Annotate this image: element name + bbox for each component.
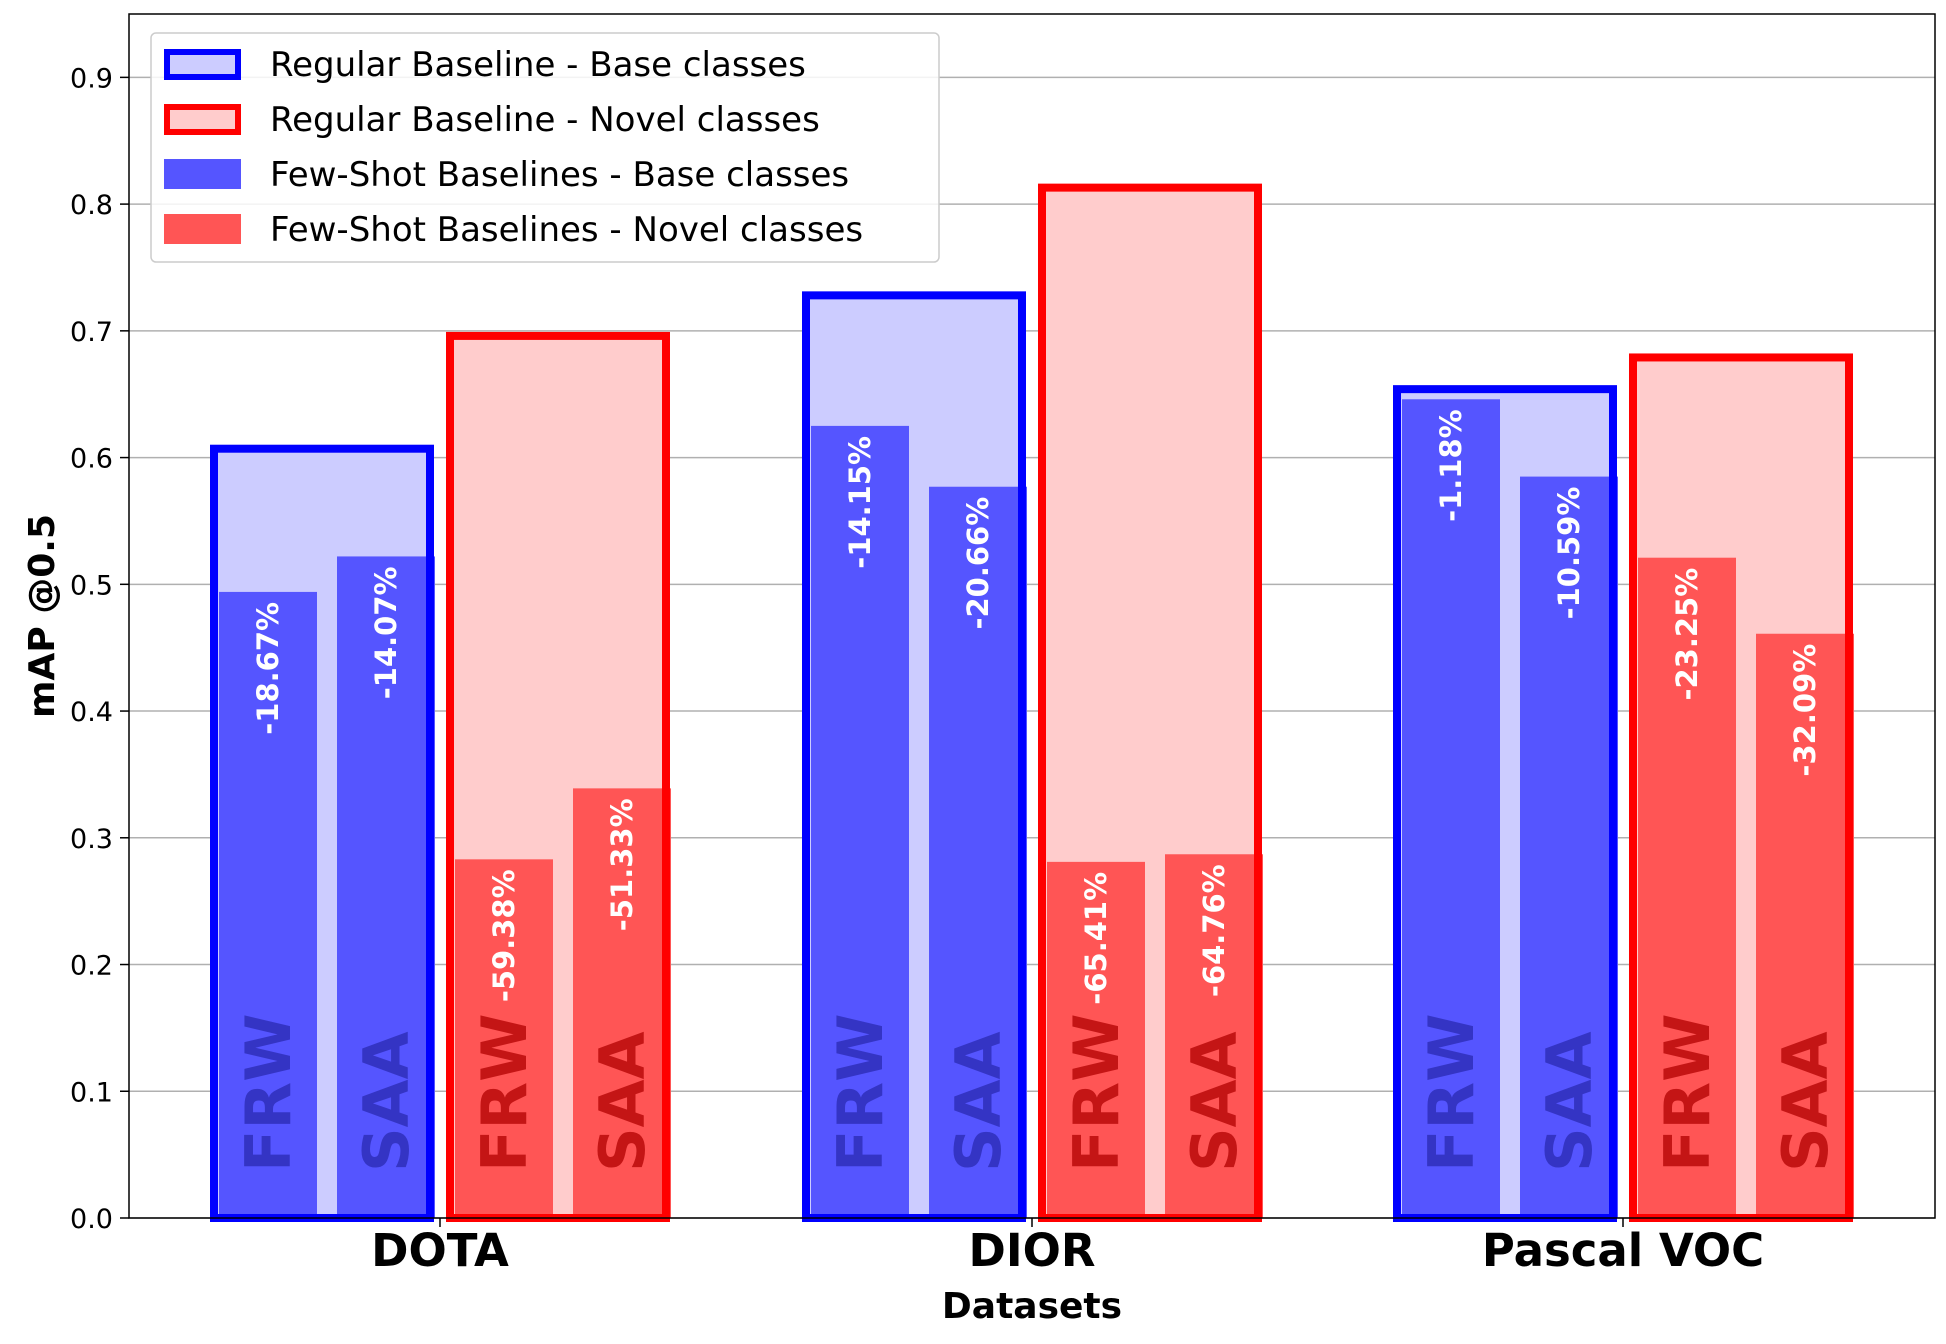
legend-label: Few-Shot Baselines - Base classes	[270, 155, 849, 195]
legend-label: Regular Baseline - Novel classes	[270, 100, 820, 140]
x-axis-title: Datasets	[942, 1286, 1122, 1327]
fewshot-novel-bar	[1638, 557, 1736, 1218]
method-label: SAA	[350, 1031, 423, 1172]
legend-swatch	[164, 159, 241, 189]
percent-change-label: -18.67%	[251, 602, 285, 735]
legend-swatch	[164, 49, 241, 80]
method-label: SAA	[586, 1031, 659, 1172]
fewshot-base-bar	[337, 556, 435, 1218]
percent-change-label: -1.18%	[1434, 409, 1468, 522]
legend-label: Few-Shot Baselines - Novel classes	[270, 210, 863, 250]
y-tick-label: 0.5	[70, 570, 113, 601]
y-tick-label: 0.2	[70, 951, 113, 982]
fewshot-novel-bar	[573, 788, 671, 1218]
fewshot-novel-bar	[1165, 854, 1263, 1218]
percent-change-label: -59.38%	[487, 869, 521, 1002]
method-label: FRW	[1060, 1014, 1133, 1172]
x-category-label: DIOR	[968, 1224, 1095, 1277]
legend: Regular Baseline - Base classes Regular B…	[150, 32, 940, 263]
percent-change-label: -32.09%	[1788, 644, 1822, 777]
method-label: SAA	[1178, 1031, 1251, 1172]
method-label: FRW	[1651, 1014, 1724, 1172]
bars	[210, 183, 1854, 1223]
y-tick-label: 0.4	[70, 697, 113, 728]
percent-change-label: -14.07%	[369, 566, 403, 699]
fewshot-base-bar	[219, 591, 317, 1218]
method-label: FRW	[824, 1014, 897, 1172]
fewshot-novel-bar	[1756, 633, 1854, 1218]
y-axis-title: mAP @0.5	[22, 514, 63, 718]
legend-swatch	[164, 104, 241, 135]
y-tick-label: 0.6	[70, 444, 113, 475]
fewshot-base-bar	[1402, 399, 1500, 1218]
legend-label: Regular Baseline - Base classes	[270, 45, 806, 85]
percent-change-label: -64.76%	[1197, 864, 1231, 997]
y-tick-label: 0.1	[70, 1077, 113, 1108]
fewshot-base-bar	[1520, 476, 1618, 1218]
fewshot-base-bar	[811, 425, 909, 1218]
method-label: SAA	[1769, 1031, 1842, 1172]
legend-box	[150, 32, 940, 263]
method-label: FRW	[232, 1014, 305, 1172]
method-label: SAA	[942, 1031, 1015, 1172]
x-category-label: DOTA	[371, 1224, 509, 1277]
method-label: FRW	[1415, 1014, 1488, 1172]
percent-change-label: -23.25%	[1670, 568, 1704, 701]
y-tick-label: 0.0	[70, 1204, 113, 1235]
legend-swatch	[164, 214, 241, 244]
percent-change-label: -20.66%	[961, 497, 995, 630]
y-tick-label: 0.7	[70, 317, 113, 348]
percent-change-label: -10.59%	[1552, 487, 1586, 620]
method-label: SAA	[1533, 1031, 1606, 1172]
fewshot-novel-bar	[1047, 861, 1145, 1218]
fewshot-novel-bar	[455, 859, 553, 1218]
fewshot-base-bar	[929, 486, 1027, 1219]
y-tick-label: 0.3	[70, 824, 113, 855]
percent-change-label: -51.33%	[605, 798, 639, 931]
y-tick-label: 0.9	[70, 63, 113, 94]
x-category-label: Pascal VOC	[1482, 1224, 1764, 1277]
y-tick-label: 0.8	[70, 190, 113, 221]
percent-change-label: -14.15%	[843, 436, 877, 569]
axes: 0.0 0.1 0.2 0.3 0.4 0.5 0.6 0.7 0.8 0.9 DOTA DIOR Pa…	[70, 63, 1764, 1277]
percent-change-label: -65.41%	[1079, 872, 1113, 1005]
bar-labels: FRW -18.67% SAA -14.07% FRW -59.38% SAA -51.33%…	[232, 409, 1842, 1172]
method-label: FRW	[468, 1014, 541, 1172]
